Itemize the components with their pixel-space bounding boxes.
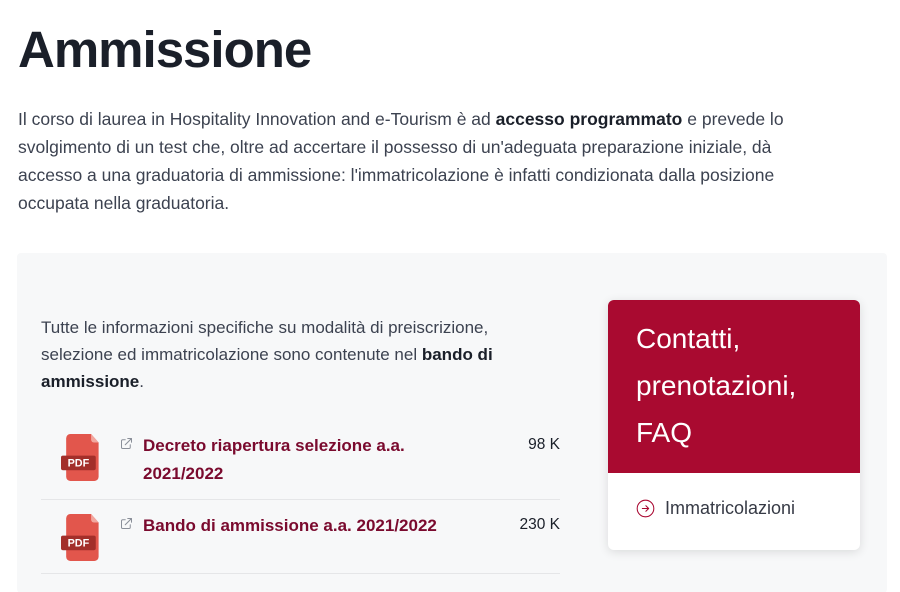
svg-text:PDF: PDF [68,457,90,469]
svg-text:PDF: PDF [68,537,90,549]
